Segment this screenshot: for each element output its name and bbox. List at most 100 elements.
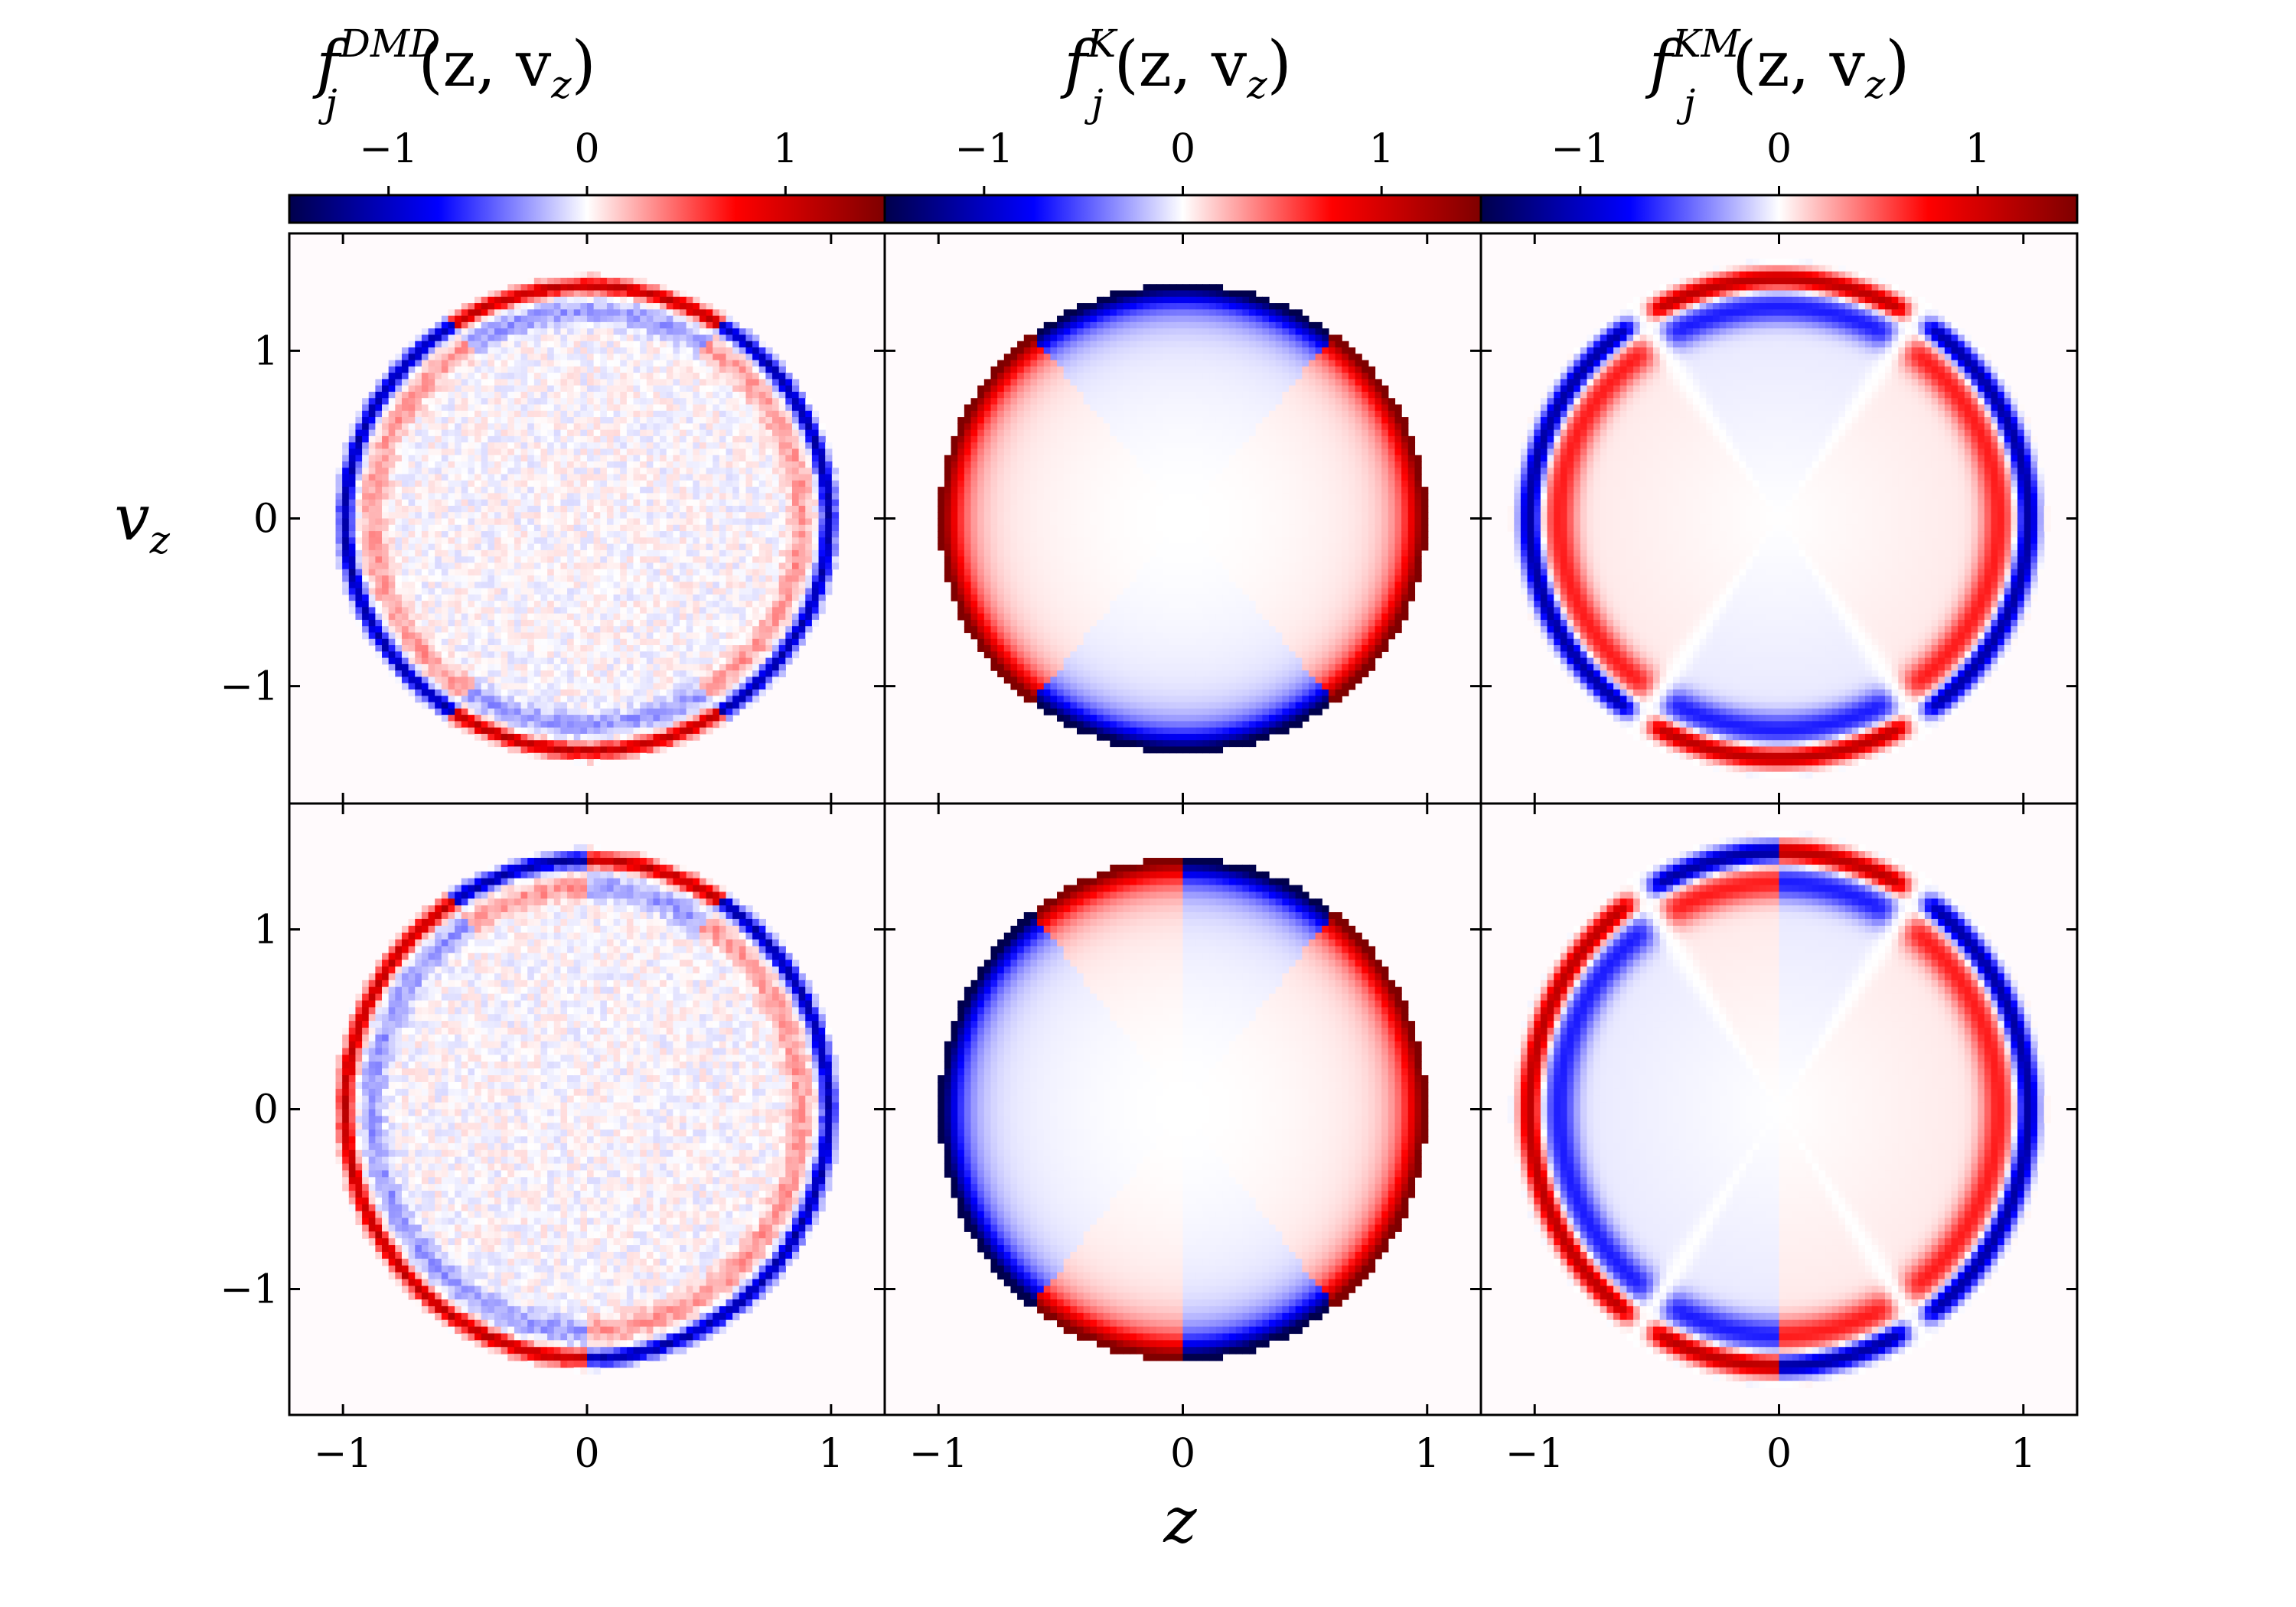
heatmap-cell xyxy=(977,512,984,519)
heatmap-cell xyxy=(680,430,687,437)
heatmap-cell xyxy=(627,639,634,646)
heatmap-cell xyxy=(527,747,534,754)
heatmap-cell xyxy=(527,639,534,646)
heatmap-cell xyxy=(627,436,634,443)
heatmap-cell xyxy=(540,740,547,747)
heatmap-cell xyxy=(739,519,746,526)
heatmap-cell xyxy=(706,430,713,437)
heatmap-cell xyxy=(680,626,687,633)
heatmap-cell xyxy=(673,500,680,507)
heatmap-cell xyxy=(957,468,964,474)
heatmap-cell xyxy=(765,651,772,658)
heatmap-cell xyxy=(680,417,687,424)
heatmap-cell xyxy=(481,493,488,500)
heatmap-cell xyxy=(680,582,687,588)
heatmap-cell xyxy=(554,607,561,614)
heatmap-cell xyxy=(395,525,402,532)
heatmap-cell xyxy=(415,633,422,640)
heatmap-cell xyxy=(448,392,455,399)
heatmap-cell xyxy=(501,487,508,494)
heatmap-cell xyxy=(971,601,978,608)
heatmap-cell xyxy=(667,474,673,481)
heatmap-cell xyxy=(389,601,396,608)
heatmap-cell xyxy=(732,575,739,582)
heatmap-cell xyxy=(494,664,501,671)
heatmap-cell xyxy=(799,556,806,563)
heatmap-cell xyxy=(693,544,700,551)
heatmap-cell xyxy=(409,360,416,367)
heatmap-cell xyxy=(527,322,534,329)
heatmap-cell xyxy=(521,506,528,513)
heatmap-cell xyxy=(653,626,660,633)
heatmap-cell xyxy=(375,588,382,595)
heatmap-cell xyxy=(409,620,416,627)
heatmap-cell xyxy=(647,721,654,728)
heatmap-cell xyxy=(977,461,984,468)
heatmap-cell xyxy=(990,493,997,500)
heatmap-cell xyxy=(501,512,508,519)
heatmap-cell xyxy=(435,455,442,462)
heatmap-cell xyxy=(706,709,713,715)
heatmap-cell xyxy=(832,481,839,487)
heatmap-cell xyxy=(687,664,693,671)
heatmap-cell xyxy=(481,709,488,715)
heatmap-cell xyxy=(785,620,792,627)
heatmap-cell xyxy=(706,322,713,329)
heatmap-cell xyxy=(534,379,541,386)
heatmap-cell xyxy=(527,411,534,418)
heatmap-cell xyxy=(461,519,468,526)
heatmap-cell xyxy=(521,626,528,633)
heatmap-cell xyxy=(634,664,641,671)
heatmap-cell xyxy=(514,493,521,500)
heatmap-cell xyxy=(475,721,481,728)
heatmap-cell xyxy=(667,702,673,709)
heatmap-cell xyxy=(521,417,528,424)
heatmap-cell xyxy=(560,601,567,608)
heatmap-cell xyxy=(990,512,997,519)
heatmap-cell xyxy=(527,512,534,519)
heatmap-cell xyxy=(706,696,713,702)
heatmap-cell xyxy=(362,582,369,588)
heatmap-cell xyxy=(614,316,621,323)
heatmap-cell xyxy=(673,347,680,354)
heatmap-cell xyxy=(448,575,455,582)
heatmap-cell xyxy=(488,709,494,715)
heatmap-cell xyxy=(977,436,984,443)
heatmap-cell xyxy=(660,734,667,741)
heatmap-cell xyxy=(785,461,792,468)
heatmap-cell xyxy=(759,544,766,551)
heatmap-cell xyxy=(990,658,997,665)
heatmap-cell xyxy=(607,614,614,621)
heatmap-cell xyxy=(448,639,455,646)
heatmap-cell xyxy=(540,367,547,373)
heatmap-cell xyxy=(349,582,356,588)
heatmap-cell xyxy=(461,468,468,474)
heatmap-cell xyxy=(693,386,700,393)
heatmap-cell xyxy=(594,455,601,462)
heatmap-cell xyxy=(362,430,369,437)
heatmap-cell xyxy=(481,354,488,360)
heatmap-cell xyxy=(799,448,806,455)
heatmap-cell xyxy=(580,556,587,563)
heatmap-cell xyxy=(382,582,389,588)
heatmap-cell xyxy=(745,562,752,569)
heatmap-cell xyxy=(607,562,614,569)
heatmap-cell xyxy=(468,645,475,652)
heatmap-cell xyxy=(990,562,997,569)
heatmap-cell xyxy=(799,626,806,633)
heatmap-cell xyxy=(488,575,494,582)
heatmap-cell xyxy=(389,537,396,544)
heatmap-cell xyxy=(620,721,627,728)
heatmap-cell xyxy=(402,360,409,367)
heatmap-cell xyxy=(435,595,442,601)
heatmap-cell xyxy=(706,588,713,595)
heatmap-cell xyxy=(435,676,442,683)
heatmap-cell xyxy=(587,550,594,557)
heatmap-cell xyxy=(627,537,634,544)
heatmap-cell xyxy=(614,550,621,557)
heatmap-cell xyxy=(600,696,607,702)
heatmap-cell xyxy=(514,303,521,310)
heatmap-cell xyxy=(693,512,700,519)
heatmap-cell xyxy=(706,595,713,601)
heatmap-cell xyxy=(647,430,654,437)
